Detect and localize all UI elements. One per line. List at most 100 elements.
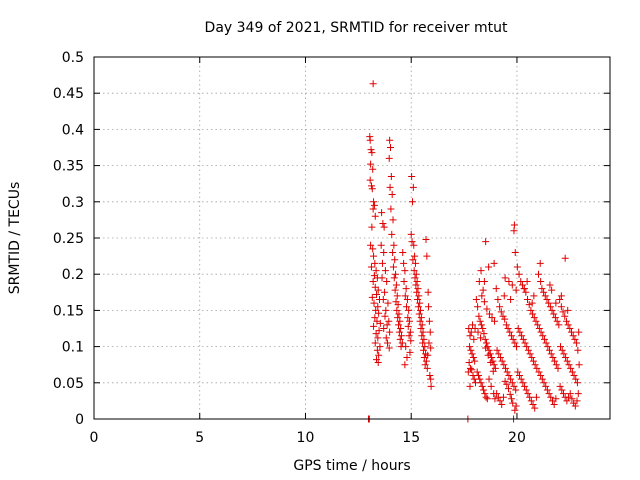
data-point bbox=[535, 325, 543, 332]
data-point bbox=[521, 339, 529, 347]
data-point bbox=[381, 288, 389, 296]
data-point bbox=[477, 267, 485, 275]
data-point bbox=[502, 321, 510, 329]
data-point bbox=[550, 401, 558, 409]
data-point bbox=[411, 252, 419, 260]
data-point bbox=[383, 321, 391, 329]
chart-title: Day 349 of 2021, SRMTID for receiver mtu… bbox=[205, 20, 508, 36]
data-point bbox=[507, 296, 515, 304]
data-point bbox=[397, 332, 405, 340]
data-point bbox=[495, 350, 503, 358]
data-point bbox=[552, 299, 560, 307]
data-point bbox=[408, 198, 416, 206]
data-point bbox=[503, 380, 511, 388]
data-point bbox=[485, 375, 493, 383]
data-point bbox=[416, 299, 424, 307]
data-point bbox=[416, 317, 424, 325]
data-point bbox=[531, 361, 539, 369]
data-point bbox=[476, 317, 484, 325]
data-point bbox=[412, 281, 420, 289]
data-point bbox=[478, 382, 486, 390]
data-point bbox=[466, 364, 474, 372]
data-point bbox=[559, 308, 567, 316]
data-point bbox=[537, 277, 545, 285]
data-point bbox=[373, 346, 381, 354]
data-point bbox=[575, 361, 583, 369]
data-point bbox=[558, 386, 566, 394]
data-point bbox=[508, 379, 516, 387]
data-point bbox=[507, 395, 515, 403]
data-point bbox=[406, 328, 414, 336]
data-point bbox=[467, 328, 475, 336]
data-point bbox=[369, 205, 377, 213]
data-point bbox=[501, 274, 509, 282]
data-point bbox=[511, 339, 519, 347]
data-point bbox=[380, 248, 388, 256]
data-point bbox=[414, 296, 422, 304]
data-point bbox=[522, 386, 530, 394]
data-point bbox=[465, 325, 473, 332]
data-point bbox=[389, 216, 397, 224]
y-tick-label: 0.15 bbox=[53, 303, 84, 319]
data-point bbox=[515, 270, 523, 278]
data-point bbox=[390, 241, 398, 249]
data-point bbox=[386, 328, 394, 336]
data-point bbox=[552, 361, 560, 369]
data-point bbox=[506, 328, 514, 336]
data-point bbox=[527, 306, 535, 314]
data-point bbox=[418, 321, 426, 329]
data-point bbox=[413, 277, 421, 285]
data-point bbox=[404, 322, 412, 330]
data-point bbox=[502, 364, 510, 372]
data-point bbox=[501, 315, 509, 323]
y-tick-label: 0 bbox=[75, 412, 84, 428]
data-point bbox=[367, 146, 375, 154]
data-point bbox=[404, 314, 412, 322]
data-point bbox=[423, 364, 431, 372]
data-point bbox=[490, 259, 498, 267]
data-point bbox=[422, 357, 430, 365]
data-point bbox=[504, 325, 512, 332]
data-point bbox=[371, 314, 379, 322]
data-point bbox=[392, 270, 400, 278]
data-point bbox=[515, 372, 523, 380]
data-point bbox=[503, 368, 511, 376]
data-point bbox=[568, 395, 576, 403]
data-point bbox=[511, 406, 519, 414]
data-point bbox=[568, 328, 576, 336]
data-point bbox=[417, 325, 425, 332]
data-point bbox=[518, 281, 526, 289]
data-point bbox=[389, 248, 397, 256]
data-point bbox=[401, 292, 409, 300]
data-point bbox=[469, 321, 477, 329]
data-point bbox=[500, 361, 508, 369]
data-point bbox=[528, 299, 536, 307]
data-point bbox=[408, 238, 416, 246]
data-point bbox=[403, 296, 411, 304]
data-point bbox=[504, 385, 512, 393]
data-point bbox=[465, 359, 473, 367]
data-point bbox=[544, 343, 552, 351]
data-point bbox=[401, 267, 409, 275]
data-point bbox=[367, 263, 375, 271]
data-point bbox=[427, 375, 435, 383]
data-point bbox=[372, 330, 380, 338]
data-point bbox=[385, 317, 393, 325]
data-point bbox=[410, 241, 418, 249]
data-point bbox=[480, 330, 488, 338]
data-point bbox=[482, 339, 490, 347]
data-point bbox=[426, 372, 434, 380]
data-point bbox=[527, 397, 535, 405]
data-point bbox=[427, 382, 435, 390]
data-point bbox=[538, 375, 546, 383]
data-point bbox=[392, 281, 400, 289]
y-tick-label: 0.05 bbox=[53, 376, 84, 392]
data-point bbox=[406, 317, 414, 325]
data-point bbox=[561, 312, 569, 320]
data-point bbox=[519, 335, 527, 343]
data-point bbox=[514, 325, 522, 332]
data-point bbox=[389, 263, 397, 271]
data-point bbox=[394, 314, 402, 322]
data-point bbox=[491, 317, 499, 325]
data-point bbox=[393, 306, 401, 314]
